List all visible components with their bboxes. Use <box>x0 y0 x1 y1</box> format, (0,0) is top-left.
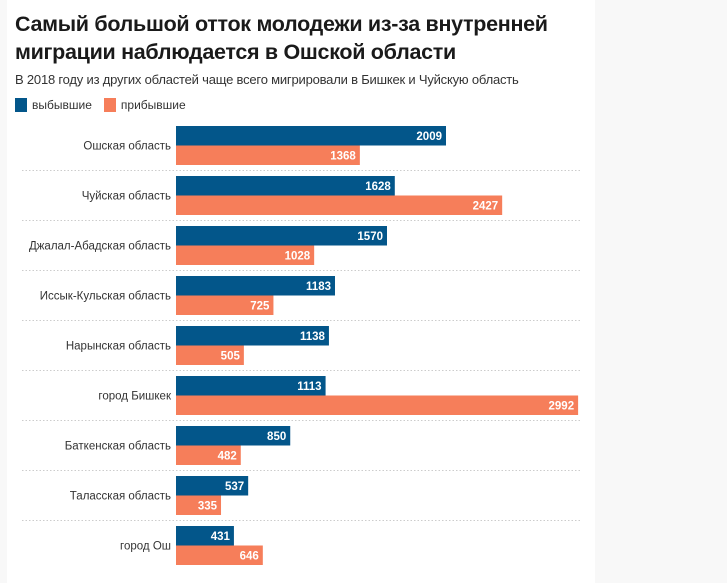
data-label: 850 <box>267 431 286 443</box>
data-label: 505 <box>221 350 241 362</box>
legend-swatch-outgoing <box>15 98 27 112</box>
bar-outgoing <box>176 526 234 546</box>
data-label: 2992 <box>549 400 575 412</box>
category-label: Таласская область <box>70 491 171 503</box>
data-label: 537 <box>225 481 244 493</box>
bar-incoming <box>176 495 222 515</box>
category-label: Джалал-Абадская область <box>29 241 171 253</box>
category-label: Баткенская область <box>65 441 171 453</box>
data-label: 2427 <box>473 200 499 212</box>
legend-label-incoming: прибывшие <box>120 98 186 112</box>
data-label: 482 <box>218 450 237 462</box>
legend-item-outgoing: выбывшие <box>15 98 92 112</box>
bar-incoming <box>176 545 263 565</box>
data-label: 725 <box>250 300 270 312</box>
bar-outgoing <box>176 476 249 496</box>
data-label: 1368 <box>330 150 356 162</box>
bar-incoming <box>176 145 360 165</box>
data-label: 1628 <box>365 181 391 193</box>
data-label: 1183 <box>306 281 331 293</box>
data-label: 2009 <box>416 131 442 143</box>
category-label: город Бишкек <box>98 391 172 403</box>
bar-incoming <box>176 245 315 265</box>
data-label: 1570 <box>357 231 383 243</box>
category-label: Иссык-Кульская область <box>40 291 171 303</box>
bar-incoming <box>176 345 244 365</box>
bar-incoming <box>176 445 241 465</box>
category-label: город Ош <box>120 541 171 553</box>
data-label: 646 <box>240 550 259 562</box>
data-label: 431 <box>211 531 231 543</box>
legend: выбывшие прибывшие <box>15 98 198 112</box>
bar-outgoing <box>176 426 291 446</box>
legend-swatch-incoming <box>103 98 116 112</box>
category-label: Нарынская область <box>66 341 171 353</box>
chart-subtitle: В 2018 году из других областей чаще всег… <box>15 72 519 87</box>
bar-incoming <box>176 195 503 215</box>
bar-outgoing <box>176 326 329 346</box>
chart-title: Самый большой отток молодежи из-за внутр… <box>15 12 548 64</box>
bar-incoming <box>176 295 274 315</box>
bar-incoming <box>176 395 579 415</box>
bar-outgoing <box>176 276 335 296</box>
bar-outgoing <box>176 376 326 396</box>
data-label: 1028 <box>285 250 311 262</box>
bar-outgoing <box>176 176 395 196</box>
bar-outgoing <box>176 226 388 246</box>
data-label: 335 <box>198 500 218 512</box>
category-label: Ошская область <box>83 141 171 153</box>
category-label: Чуйская область <box>82 191 171 203</box>
bar-outgoing <box>176 126 446 146</box>
legend-label-outgoing: выбывшие <box>32 98 92 112</box>
legend-item-incoming: прибывшие <box>103 98 186 112</box>
data-label: 1138 <box>300 331 326 343</box>
data-label: 1113 <box>297 381 321 393</box>
